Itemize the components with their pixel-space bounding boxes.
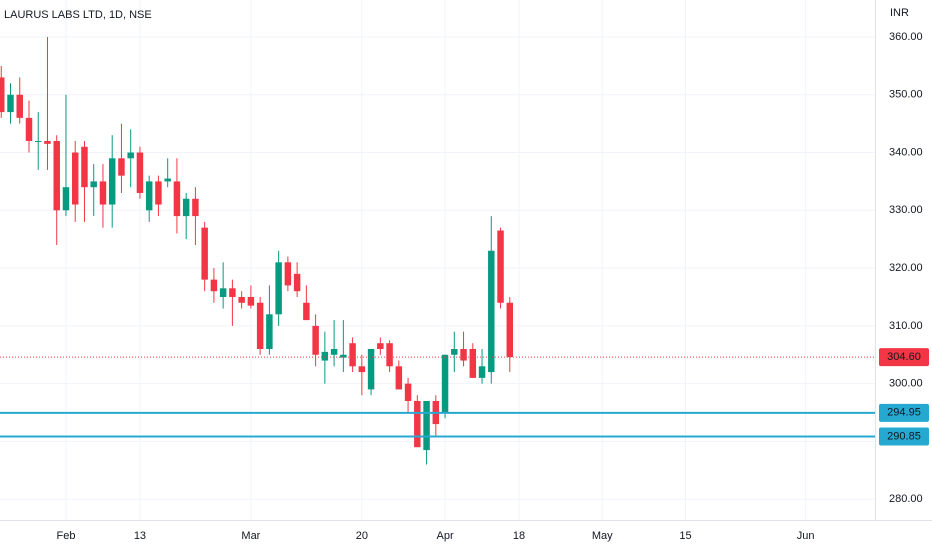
y-tick-label: 320.00 [889, 262, 923, 274]
y-tick-label: 300.00 [889, 378, 923, 390]
candle-body [201, 227, 208, 280]
candle-body [451, 348, 458, 355]
y-tick-label: 280.00 [889, 493, 923, 505]
candle-body [219, 288, 227, 297]
candle-body [349, 343, 356, 367]
x-tick-label: Mar [241, 530, 260, 542]
candle-body [358, 366, 366, 373]
candle-body [312, 325, 319, 355]
candle-body [53, 140, 60, 211]
candle-body [377, 343, 384, 349]
candle-body [127, 152, 134, 159]
x-tick-label: May [592, 530, 613, 542]
x-tick-label: 15 [679, 530, 691, 542]
candle-body [247, 296, 255, 306]
last-price-label-bg [879, 348, 929, 367]
candle-body [441, 354, 449, 413]
candle-body [488, 250, 495, 373]
candle-body [266, 314, 273, 349]
candle-body [192, 198, 199, 217]
candle-body [414, 400, 421, 448]
candle-body [284, 262, 292, 286]
candle-body [0, 77, 5, 113]
y-tick-label: 330.00 [889, 204, 923, 216]
y-tick-label: 350.00 [889, 89, 923, 101]
candle-body [506, 302, 514, 358]
candle-body [404, 383, 412, 401]
candle-body [108, 158, 116, 205]
y-tick-label: 310.00 [889, 320, 923, 332]
candle-body [164, 178, 171, 182]
chart-title: LAURUS LABS LTD, 1D, NSE [4, 9, 152, 21]
candle-body [173, 181, 181, 217]
candle-body [16, 94, 23, 118]
price-line-label-bg [879, 427, 929, 446]
x-tick-label: 13 [134, 530, 146, 542]
candle-body [62, 187, 70, 211]
candle-body [90, 181, 97, 188]
candle-body [136, 152, 144, 193]
currency-label: INR [890, 7, 909, 19]
candle-body [340, 354, 347, 358]
candle-body [182, 198, 190, 217]
candle-body [155, 181, 162, 205]
candle-body [497, 230, 504, 303]
price-line-label: 294.95 [887, 407, 921, 419]
candle-body [25, 117, 33, 141]
price-line-label-bg [879, 403, 929, 422]
plot [0, 0, 875, 520]
candle-body [81, 146, 88, 188]
candle-body [423, 400, 430, 451]
candle-body [71, 152, 79, 205]
last-price-label: 304.60 [887, 351, 921, 363]
candle-body [386, 343, 393, 367]
candle-body [469, 348, 477, 378]
candle-body [118, 158, 125, 176]
candle-body [395, 366, 403, 390]
candle-body [330, 348, 338, 355]
candle-body [145, 181, 153, 211]
x-tick-label: 20 [356, 530, 368, 542]
x-tick-label: Apr [436, 530, 453, 542]
candle-body [229, 288, 236, 297]
candle-body [303, 302, 310, 321]
x-tick-label: Jun [797, 530, 815, 542]
candle-body [293, 273, 301, 292]
candle-body [275, 262, 282, 315]
candle-body [238, 296, 245, 303]
y-tick-label: 340.00 [889, 146, 923, 158]
candle-body [7, 94, 14, 113]
candle-body [367, 348, 375, 390]
x-tick-label: 18 [513, 530, 525, 542]
candle-body [460, 348, 467, 361]
candle-body [256, 302, 264, 349]
candle-body [44, 140, 51, 144]
x-tick-label: Feb [56, 530, 75, 542]
candle-body [210, 279, 218, 292]
candle-body [321, 351, 329, 361]
price-line-label: 290.85 [887, 430, 921, 442]
y-tick-label: 360.00 [889, 31, 923, 43]
candle-body [99, 181, 107, 205]
candle-body [34, 140, 42, 142]
candle-body [478, 366, 486, 378]
